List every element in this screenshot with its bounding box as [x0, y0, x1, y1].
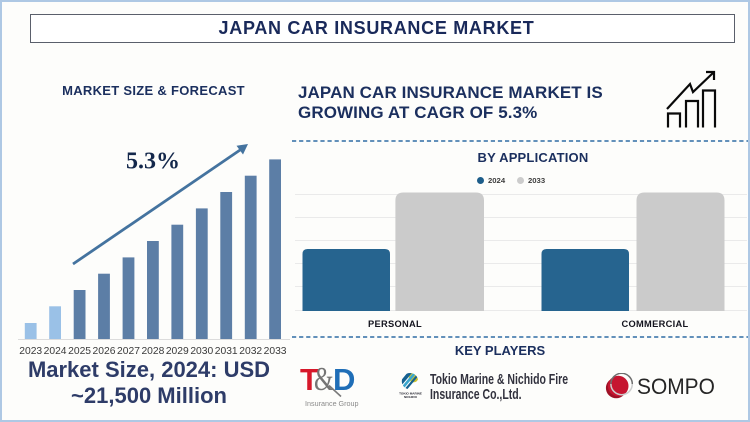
svg-text:2033: 2033 — [264, 346, 287, 357]
svg-text:2025: 2025 — [68, 346, 91, 357]
svg-text:2024: 2024 — [44, 346, 67, 357]
svg-text:2031: 2031 — [215, 346, 238, 357]
svg-text:2027: 2027 — [117, 346, 140, 357]
svg-text:2030: 2030 — [190, 346, 213, 357]
svg-text:5.3%: 5.3% — [126, 149, 180, 175]
svg-text:TOKIO MARINE: TOKIO MARINE — [399, 391, 422, 395]
svg-text:NICHIDO: NICHIDO — [404, 395, 418, 399]
svg-text:2028: 2028 — [141, 346, 164, 357]
svg-text:2026: 2026 — [93, 346, 116, 357]
svg-text:2023: 2023 — [19, 346, 42, 357]
svg-text:2032: 2032 — [239, 346, 262, 357]
svg-text:2029: 2029 — [166, 346, 189, 357]
